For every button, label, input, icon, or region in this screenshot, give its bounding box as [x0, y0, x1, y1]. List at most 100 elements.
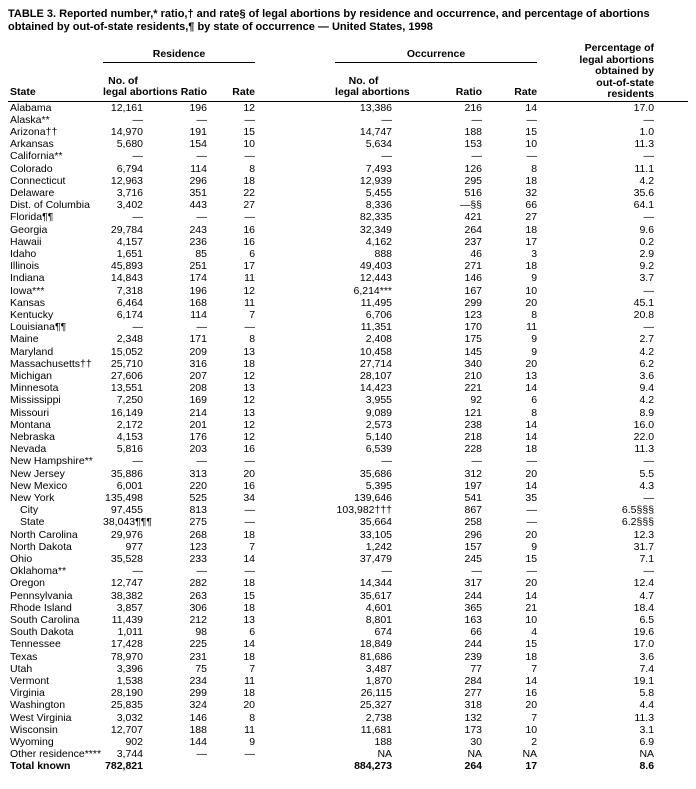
value-cell: 12,963: [110, 174, 143, 187]
gap-cell: [255, 480, 335, 492]
value-cell: 11: [244, 675, 256, 688]
table-row: South Carolina 11,439 212 13 8,801 163 10 6.5: [8, 614, 688, 626]
value-cell: 176: [189, 430, 207, 443]
value-cell: 271: [464, 260, 483, 273]
table-row: Virginia 28,190 299 18 26,115 277 16 5.8: [8, 687, 688, 699]
end-cell: [654, 358, 688, 370]
gap-cell: [255, 626, 335, 638]
gap-cell: [255, 175, 335, 187]
gap-cell: [255, 675, 335, 687]
value-cell: 203: [189, 443, 207, 456]
end-cell: [654, 638, 688, 650]
end-cell: [654, 272, 688, 284]
value-cell: 174: [189, 272, 207, 285]
value-cell: 13,551: [110, 382, 143, 395]
value-cell: 146: [189, 711, 207, 724]
end-cell: [654, 187, 688, 199]
value-cell: 12: [243, 101, 256, 114]
value-cell: 197: [464, 479, 483, 492]
value-cell: 0.2: [639, 235, 655, 248]
value-cell: —: [643, 321, 655, 334]
gap-cell: [255, 346, 335, 358]
value-cell: 75: [195, 662, 207, 675]
value-cell: 208: [189, 382, 207, 395]
state-cell: Wyoming: [10, 736, 54, 749]
value-cell: 18: [243, 577, 256, 590]
end-cell: [654, 260, 688, 272]
value-cell: 6.2§§§: [621, 516, 655, 529]
value-cell: 237: [464, 235, 483, 248]
table-header: Residence Occurrence Percentage of legal…: [8, 42, 689, 102]
end-cell: [654, 333, 688, 345]
value-cell: 231: [189, 650, 207, 663]
value-cell: 18.4: [633, 601, 655, 614]
value-cell: —: [526, 455, 538, 468]
occurrence-no-header: No. of legal abortions: [335, 62, 410, 102]
value-cell: 14,747: [359, 125, 393, 138]
value-cell: 15,052: [110, 345, 143, 358]
end-cell: [654, 492, 688, 504]
end-cell: [654, 577, 688, 589]
pct-header-line: Percentage of: [584, 42, 655, 54]
value-cell: 258: [464, 516, 483, 529]
value-cell: 236: [189, 235, 207, 248]
value-cell: 188: [374, 736, 393, 749]
value-cell: NA: [522, 748, 538, 761]
value-cell: 234: [189, 675, 207, 688]
state-cell: North Dakota: [10, 540, 72, 553]
value-cell: 209: [189, 345, 207, 358]
value-cell: 3,857: [116, 601, 143, 614]
value-cell: 27: [243, 199, 256, 212]
value-cell: 18: [525, 223, 538, 236]
value-cell: 11,439: [111, 614, 143, 627]
value-cell: 15: [243, 125, 256, 138]
gap-cell: [255, 455, 335, 467]
value-cell: 7: [249, 662, 256, 675]
value-cell: 14: [525, 479, 538, 492]
gap-cell: [255, 260, 335, 272]
end-cell: [654, 150, 688, 162]
end-cell: [654, 163, 688, 175]
value-cell: 13: [243, 614, 256, 627]
value-cell: 9,089: [365, 406, 393, 419]
value-cell: 11: [244, 723, 256, 736]
end-cell: [654, 602, 688, 614]
value-cell: —: [643, 565, 655, 578]
state-cell: North Carolina: [10, 528, 78, 541]
state-cell: Colorado: [10, 162, 53, 175]
table-row: South Dakota 1,011 98 6 674 66 4 19.6: [8, 626, 688, 638]
value-cell: 7: [531, 711, 538, 724]
value-cell: 9.4: [639, 382, 655, 395]
value-cell: 4.4: [639, 699, 655, 712]
table-row: Dist. of Columbia 3,402 443 27 8,336 —§§ 66 64.…: [8, 199, 688, 211]
value-cell: 15: [243, 589, 256, 602]
gap-cell: [255, 687, 335, 699]
value-cell: 9: [249, 736, 256, 749]
value-cell: 10,458: [359, 345, 393, 358]
table-row: New York 135,498 525 34 139,646 541 35 —: [8, 492, 688, 504]
value-cell: 12,747: [110, 577, 143, 590]
value-cell: 220: [189, 479, 207, 492]
value-cell: 5.5: [639, 467, 655, 480]
value-cell: 8: [531, 162, 538, 175]
end-cell: [654, 553, 688, 565]
value-cell: 296: [189, 174, 207, 187]
value-cell: 18: [243, 528, 256, 541]
value-cell: 4,162: [365, 235, 393, 248]
value-cell: 29,784: [110, 223, 143, 236]
table-row: Montana 2,172 201 12 2,573 238 14 16.0: [8, 419, 688, 431]
value-cell: 12.4: [633, 577, 655, 590]
value-cell: 37,479: [359, 553, 393, 566]
end-cell: [654, 199, 688, 211]
value-cell: 9: [531, 345, 538, 358]
state-cell: Maine: [10, 333, 39, 346]
value-cell: 4: [531, 626, 538, 639]
end-cell: [654, 516, 688, 528]
value-cell: 3.6: [639, 650, 655, 663]
value-cell: 1.0: [639, 125, 655, 138]
state-cell: Texas: [10, 650, 38, 663]
value-cell: 196: [189, 101, 207, 114]
value-cell: 139,646: [354, 492, 393, 504]
value-cell: 97,455: [110, 504, 143, 517]
value-cell: 516: [464, 186, 483, 199]
